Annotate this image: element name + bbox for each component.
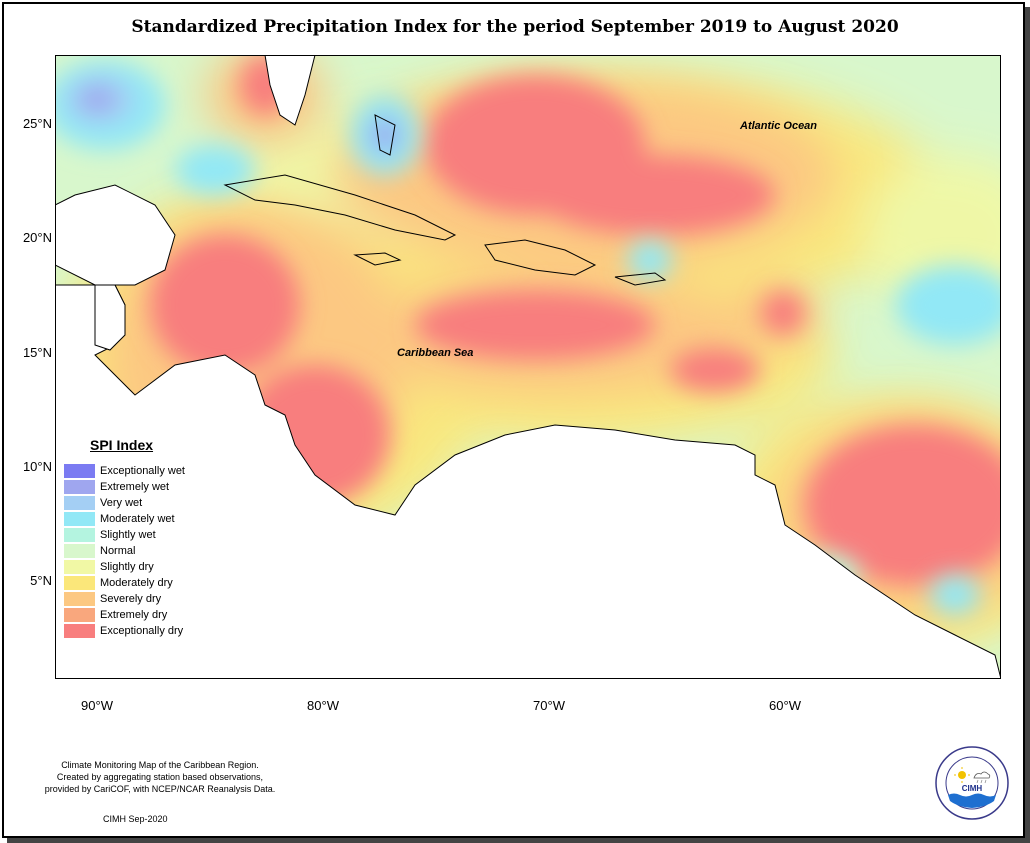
atlantic-ocean-label: Atlantic Ocean <box>740 120 818 132</box>
island-outlines <box>223 114 667 286</box>
legend-swatch <box>64 576 95 590</box>
legend-label: Slightly wet <box>100 529 156 541</box>
lon-label-80: 80°W <box>307 698 339 713</box>
legend-swatch <box>64 544 95 558</box>
legend-label: Exceptionally dry <box>100 625 184 637</box>
legend-swatch <box>64 624 95 638</box>
map-title: Standardized Precipitation Index for the… <box>131 17 899 37</box>
caribbean-sea-label: Caribbean Sea <box>397 347 474 359</box>
legend-label: Extremely dry <box>100 609 168 621</box>
lat-label-10: 10°N <box>22 459 52 474</box>
legend-label: Very wet <box>100 497 143 509</box>
spi-map <box>55 55 1001 679</box>
legend-swatch <box>64 592 95 606</box>
legend-label: Exceptionally wet <box>100 465 185 477</box>
cloud-icon <box>973 771 991 779</box>
legend-label: Moderately wet <box>100 513 175 525</box>
lon-label-90: 90°W <box>81 698 113 713</box>
legend-title: SPI Index <box>90 437 154 453</box>
sun-icon <box>958 771 966 779</box>
credit-line: provided by CariCOF, with NCEP/NCAR Rean… <box>44 784 276 794</box>
lat-label-25: 25°N <box>22 116 52 131</box>
map-credits: Climate Monitoring Map of the Caribbean … <box>30 759 290 795</box>
legend-label: Moderately dry <box>100 577 173 589</box>
legend-swatch <box>64 528 95 542</box>
land-masses <box>55 55 1001 679</box>
lat-label-20: 20°N <box>22 230 52 245</box>
lat-label-5: 5°N <box>30 573 52 588</box>
legend-swatch <box>64 496 95 510</box>
logo-text: CIMH <box>962 784 983 793</box>
legend-swatch <box>64 464 95 478</box>
legend-swatch <box>64 512 95 526</box>
legend-label: Severely dry <box>100 593 162 605</box>
lat-label-15: 15°N <box>22 345 52 360</box>
lon-label-60: 60°W <box>769 698 801 713</box>
map-border <box>55 55 1001 679</box>
legend-swatch <box>64 560 95 574</box>
cimh-logo-icon: CIMH <box>934 745 1010 821</box>
legend-label: Extremely wet <box>100 481 170 493</box>
date-stamp: CIMH Sep-2020 <box>103 814 168 824</box>
legend-swatch <box>64 608 95 622</box>
legend-label: Normal <box>100 545 136 557</box>
credit-line: Created by aggregating station based obs… <box>56 772 264 782</box>
wave-icon <box>948 793 996 808</box>
legend-swatch <box>64 480 95 494</box>
credit-line: Climate Monitoring Map of the Caribbean … <box>61 760 259 770</box>
legend-label: Slightly dry <box>100 561 154 573</box>
lon-label-70: 70°W <box>533 698 565 713</box>
